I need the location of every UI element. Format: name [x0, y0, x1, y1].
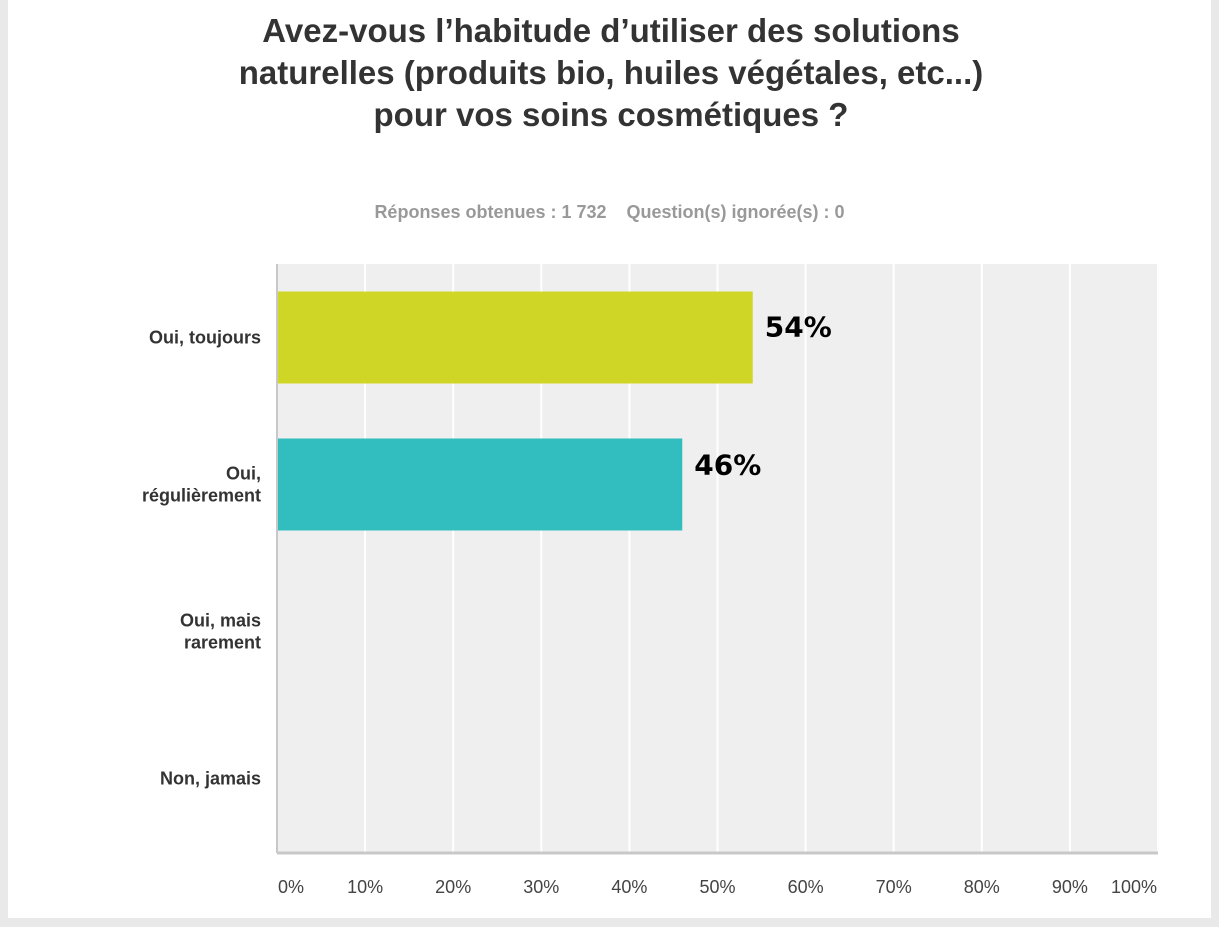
x-tick-label: 60% [788, 877, 824, 897]
data-label: 46% [694, 449, 761, 482]
category-label: Oui, toujours [149, 328, 261, 348]
response-stats: Réponses obtenues : 1 732 Question(s) ign… [0, 202, 1219, 223]
x-tick-label: 80% [964, 877, 1000, 897]
responses-count: Réponses obtenues : 1 732 [374, 202, 607, 222]
x-tick-label: 20% [435, 877, 471, 897]
category-label: rarement [184, 633, 261, 653]
skipped-count: Question(s) ignorée(s) : 0 [626, 202, 845, 222]
bar [278, 291, 753, 384]
category-label: régulièrement [142, 486, 261, 506]
x-tick-label: 70% [876, 877, 912, 897]
category-label: Oui, mais [180, 611, 261, 631]
chart-title: Avez-vous l’habitude d’utiliser des solu… [238, 12, 984, 133]
bar [278, 438, 683, 531]
x-tick-label: 30% [523, 877, 559, 897]
category-label: Oui, [226, 464, 261, 484]
x-tick-label: 90% [1052, 877, 1088, 897]
x-tick-label: 0% [278, 877, 304, 897]
x-tick-label: 40% [611, 877, 647, 897]
x-tick-label: 50% [699, 877, 735, 897]
x-tick-label: 10% [347, 877, 383, 897]
x-tick-label: 100% [1111, 877, 1157, 897]
category-label: Non, jamais [160, 769, 261, 789]
data-label: 54% [765, 311, 832, 344]
